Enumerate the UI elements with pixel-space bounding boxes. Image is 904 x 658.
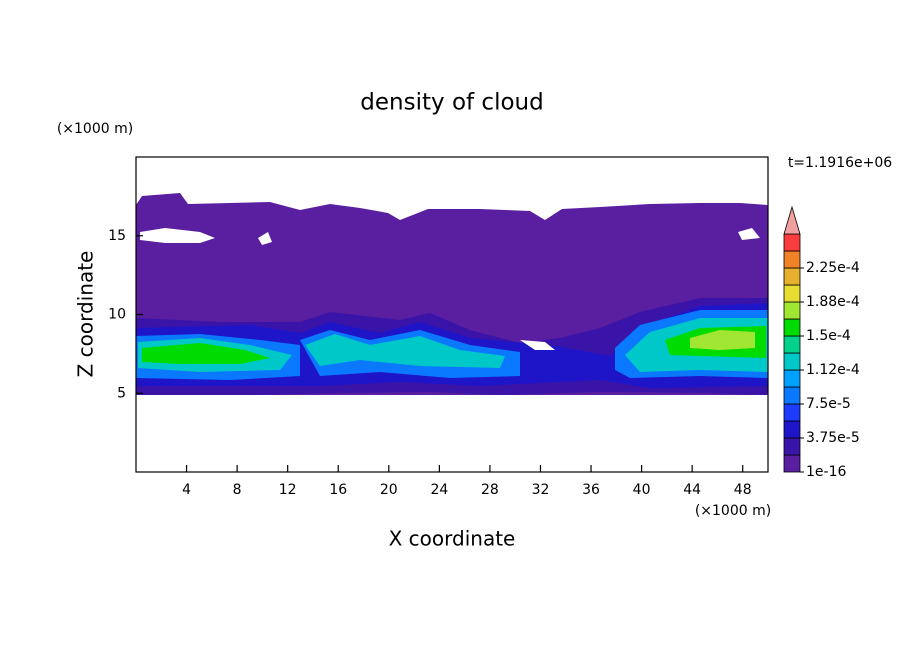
time-label: t=1.1916e+06	[788, 155, 892, 171]
y-tick-label: 5	[117, 385, 126, 401]
x-tick-label: 16	[329, 482, 347, 498]
colorbar-box	[783, 301, 801, 320]
colorbar-label: 1.12e-4	[806, 362, 860, 378]
colorbar-label: 2.25e-4	[806, 260, 860, 276]
x-tick-label: 48	[734, 482, 752, 498]
colorbar-box	[783, 386, 801, 405]
colorbar-box	[783, 233, 801, 252]
colorbar-box	[783, 284, 801, 303]
colorbar-label: 1.5e-4	[806, 328, 851, 344]
colorbar-box	[783, 318, 801, 337]
hole	[520, 340, 555, 350]
colorbar-box	[783, 267, 801, 286]
y-unit: (×1000 m)	[57, 121, 133, 137]
colorbar-label: 1.88e-4	[806, 294, 860, 310]
x-tick-label: 32	[532, 482, 550, 498]
colorbar-box	[783, 352, 801, 371]
x-tick-label: 36	[582, 482, 600, 498]
contour-fill	[690, 330, 755, 350]
colorbar-label: 3.75e-5	[806, 430, 860, 446]
contour-fill	[305, 334, 505, 368]
x-tick-label: 28	[481, 482, 499, 498]
x-tick-label: 44	[683, 482, 701, 498]
hole	[258, 232, 272, 245]
colorbar-box	[783, 437, 801, 456]
colorbar-box	[783, 250, 801, 269]
hole	[140, 228, 215, 243]
y-axis-label: Z coordinate	[74, 251, 98, 378]
colorbar-box	[783, 420, 801, 439]
x-tick-label: 24	[430, 482, 448, 498]
hole	[738, 228, 760, 240]
colorbar-box	[783, 454, 801, 473]
x-unit: (×1000 m)	[695, 503, 771, 519]
x-tick-label: 8	[233, 482, 242, 498]
y-tick-label: 10	[108, 307, 126, 323]
colorbar-box	[783, 335, 801, 354]
colorbar-extension	[783, 205, 801, 235]
contour-fill	[142, 343, 270, 364]
chart-title: density of cloud	[360, 90, 543, 116]
x-axis-label: X coordinate	[389, 527, 516, 551]
colorbar-box	[783, 369, 801, 388]
x-tick-label: 40	[633, 482, 651, 498]
x-tick-label: 12	[279, 482, 297, 498]
x-tick-label: 4	[182, 482, 191, 498]
colorbar-label: 1e-16	[806, 464, 846, 480]
colorbar-label: 7.5e-5	[806, 396, 851, 412]
colorbar-box	[783, 403, 801, 422]
x-tick-label: 20	[380, 482, 398, 498]
contour-field	[136, 193, 768, 395]
y-tick-label: 15	[108, 228, 126, 244]
